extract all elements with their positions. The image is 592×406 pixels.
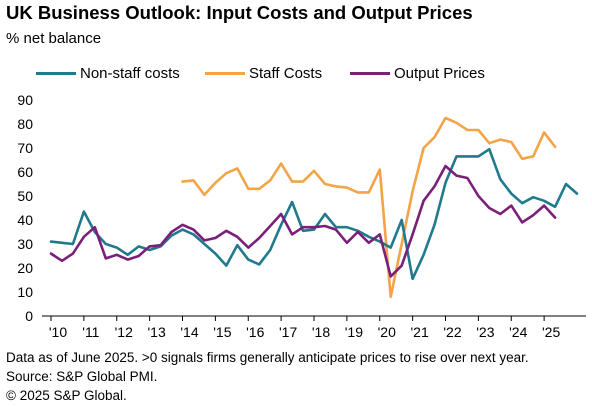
y-tick-label: 60 [17,164,33,180]
series-line-non-staff-costs [49,147,579,281]
x-tick-label: '20 [378,324,396,340]
chart-title: UK Business Outlook: Input Costs and Out… [6,2,473,23]
y-tick-label: 90 [17,92,33,108]
y-tick-label: 80 [17,116,33,132]
footer-copyright: © 2025 S&P Global. [6,388,127,403]
y-tick-label: 20 [17,260,33,276]
x-tick-label: '21 [411,324,429,340]
footer-source: Source: S&P Global PMI. [6,369,158,384]
y-tick-label: 40 [17,212,33,228]
x-tick-label: '12 [115,324,133,340]
legend-swatch-non-staff-costs [36,71,76,75]
x-tick-label: '19 [345,324,363,340]
series-line-staff-costs [181,116,557,299]
x-tick-label: '13 [148,324,166,340]
chart-subtitle: % net balance [6,30,102,47]
x-tick-label: '23 [476,324,494,340]
x-tick-label: '22 [443,324,461,340]
y-tick-label: 50 [17,188,33,204]
y-tick-label: 0 [25,308,33,324]
x-tick-label: '25 [542,324,560,340]
legend-label-staff-costs: Staff Costs [249,64,323,82]
legend-label-output-prices: Output Prices [394,64,485,82]
legend-item-non-staff-costs: Non-staff costs [36,63,180,83]
legend-swatch-staff-costs [205,71,245,75]
x-tick-label: '11 [82,324,99,340]
y-tick-label: 30 [17,236,33,252]
x-tick-label: '15 [213,324,231,340]
x-tick-label: '24 [509,324,527,340]
y-tick-label: 10 [17,284,33,300]
x-tick-label: '18 [312,324,330,340]
y-tick-label: 70 [17,140,33,156]
legend-swatch-output-prices [350,71,390,75]
footer-note: Data as of June 2025. >0 signals firms g… [6,350,529,365]
chart-legend: Non-staff costs Staff Costs Output Price… [0,63,592,83]
series-line-output-prices [49,164,557,278]
legend-item-staff-costs: Staff Costs [205,63,322,83]
legend-label-non-staff-costs: Non-staff costs [80,64,180,82]
legend-item-output-prices: Output Prices [350,63,485,83]
x-tick-label: '17 [279,324,297,340]
x-tick-label: '10 [49,324,67,340]
x-tick-label: '16 [246,324,264,340]
x-tick-label: '14 [180,324,198,340]
